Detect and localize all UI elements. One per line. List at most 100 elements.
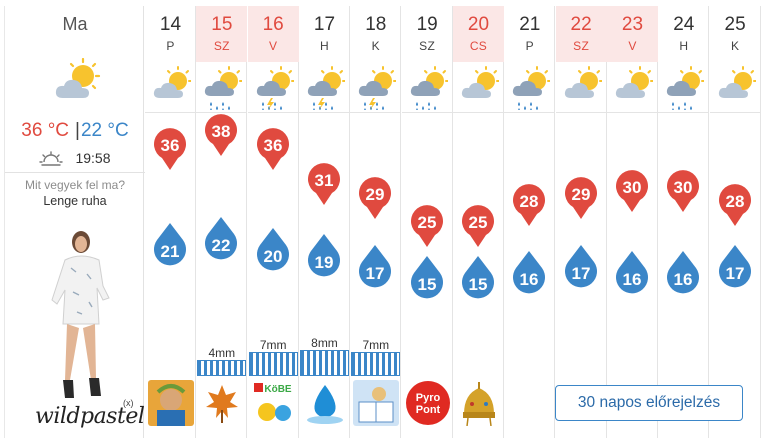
max-temp-marker: 36 [256, 128, 289, 170]
row-divider [298, 112, 350, 113]
weekday-abbr: P [525, 39, 534, 53]
day-column[interactable]: 17 H 31 19 8mm [298, 6, 350, 438]
today-max-temp: 36 °C [21, 120, 70, 141]
thunder-rain-cloud-sun-icon [307, 66, 345, 110]
weekday-abbr: K [730, 39, 740, 53]
max-temp-value: 31 [315, 171, 334, 190]
fashion-model-image[interactable] [43, 228, 123, 406]
clothing-answer: Lenge ruha [43, 194, 107, 208]
weekday-abbr: V [269, 39, 278, 53]
rain-cloud-sun-icon [205, 66, 243, 110]
day-column[interactable]: 18 K 29 17 7mm [350, 6, 402, 438]
min-temp-value: 16 [623, 270, 642, 289]
rain-amount: 7mm [351, 338, 401, 376]
day-number: 24 [673, 14, 695, 35]
news-tile-reader[interactable] [353, 380, 400, 426]
day-column[interactable]: 25 K 28 17 [709, 6, 761, 438]
day-column[interactable]: 19 SZ 25 15 Pyro Pont [401, 6, 453, 438]
max-temp-value: 28 [520, 192, 539, 211]
day-number: 18 [365, 14, 387, 35]
weekday-abbr: P [166, 39, 175, 53]
kobe-text: KöBE [264, 384, 292, 395]
min-temp-marker: 16 [513, 251, 546, 294]
rain-amount: 4mm [197, 346, 247, 376]
sun-behind-cloud-icon [718, 66, 756, 98]
weekday-abbr: SZ [573, 39, 590, 53]
today-sunset: 19:58 [5, 150, 145, 167]
min-temp-value: 19 [315, 253, 334, 272]
max-temp-marker: 25 [410, 205, 443, 247]
day-number: 25 [724, 14, 746, 35]
day-number: 19 [416, 14, 438, 35]
min-temp-value: 17 [725, 264, 744, 283]
forecast-30-day-button[interactable]: 30 napos előrejelzés [555, 385, 743, 421]
min-temp-value: 21 [161, 242, 180, 261]
day-number: 16 [262, 14, 284, 35]
min-temp-value: 20 [263, 247, 282, 266]
day-column[interactable]: 14 P 36 21 [145, 6, 196, 438]
min-temp-marker: 20 [256, 228, 289, 271]
brand-logo[interactable]: wildpastel [35, 404, 145, 429]
today-temperatures: 36 °C |22 °C [5, 120, 145, 142]
day-column[interactable]: 16 V 36 20 7mm KöBE [247, 6, 299, 438]
thunder-rain-cloud-sun-icon [359, 66, 397, 110]
day-column[interactable]: 21 P 28 16 [504, 6, 556, 438]
max-temp-marker: 28 [513, 184, 546, 226]
row-divider [658, 112, 710, 113]
day-header: 17 H [299, 6, 350, 62]
day-number: 22 [570, 14, 592, 35]
day-column[interactable]: 23 V 30 16 [606, 6, 658, 438]
day-column[interactable]: 15 SZ 38 22 4mm [196, 6, 248, 438]
max-temp-value: 38 [212, 122, 231, 141]
svg-text:Pont: Pont [415, 404, 440, 416]
day-number: 20 [467, 14, 490, 35]
min-temp-value: 17 [366, 264, 385, 283]
max-temp-value: 30 [674, 178, 693, 197]
day-header: 20 CS [452, 6, 504, 62]
day-number: 21 [519, 14, 541, 35]
rain-label: 7mm [362, 338, 390, 352]
max-temp-value: 25 [469, 213, 488, 232]
max-temp-marker: 30 [667, 170, 700, 212]
row-divider [452, 112, 504, 113]
row-divider [709, 112, 761, 113]
thunder-rain-cloud-sun-icon [256, 66, 294, 110]
max-temp-marker: 31 [307, 163, 340, 205]
day-column[interactable]: 22 SZ 29 17 [555, 6, 607, 438]
day-header: 22 SZ [555, 6, 607, 62]
min-temp-marker: 17 [718, 245, 751, 288]
rain-cloud-sun-icon [513, 66, 551, 110]
news-tile-autumn-leaf[interactable] [199, 380, 246, 426]
max-temp-marker: 38 [205, 114, 238, 156]
rain-amount: 7mm [248, 338, 298, 376]
day-header: 19 SZ [402, 6, 453, 62]
news-tile-portrait[interactable] [148, 380, 194, 426]
min-temp-marker: 15 [461, 256, 494, 299]
day-column[interactable]: 24 H 30 16 [658, 6, 710, 438]
min-temp-value: 17 [571, 264, 590, 283]
max-temp-value: 25 [417, 213, 436, 232]
day-column[interactable]: 20 CS 25 15 [452, 6, 504, 438]
rain-bar [197, 360, 247, 376]
min-temp-marker: 17 [564, 245, 597, 288]
forecast-days: 14 P 36 21 15 SZ 38 22 4mm 16 V 36 20 7mm KöBE 17 H 31 19 8… [145, 6, 761, 438]
rain-bar [351, 352, 401, 376]
day-header: 21 P [504, 6, 555, 62]
news-tile-holy-crown[interactable] [455, 380, 502, 426]
max-temp-marker: 36 [154, 128, 186, 170]
brand-mark: (x) [123, 398, 134, 408]
row-divider [145, 112, 196, 113]
min-temp-marker: 17 [359, 245, 392, 288]
news-tile-water-drop[interactable] [301, 380, 348, 426]
clothing-question: Mit vegyek fel ma? [24, 178, 126, 192]
news-tile-kobe[interactable]: KöBE [250, 380, 297, 426]
min-temp-marker: 16 [667, 251, 700, 294]
min-temp-marker: 22 [205, 217, 238, 260]
weekday-abbr: SZ [213, 39, 230, 53]
max-temp-value: 36 [263, 136, 282, 155]
day-header: 14 P [145, 6, 196, 62]
min-temp-marker: 16 [615, 251, 648, 294]
min-temp-value: 16 [674, 270, 693, 289]
